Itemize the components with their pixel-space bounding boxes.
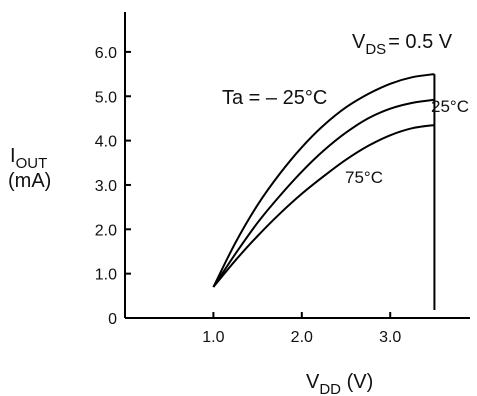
series-label-minus25: Ta = – 25°C — [222, 87, 327, 109]
series-layer — [212, 73, 435, 288]
y-tick-label: 1.0 — [95, 267, 117, 284]
series-line-1 — [212, 98, 435, 288]
x-tick-label: 2.0 — [291, 329, 313, 346]
series-line-2 — [212, 124, 435, 288]
condition-label: VDS = 0.5 V — [352, 31, 453, 58]
x-ticks: 1.0 2.0 3.0 — [202, 312, 401, 346]
y-tick-label: 4.0 — [95, 134, 117, 151]
x-tick-label: 3.0 — [379, 329, 401, 346]
y-axis-unit: (mA) — [8, 170, 51, 192]
y-ticks: 0 1.0 2.0 3.0 4.0 5.0 6.0 — [95, 45, 131, 328]
y-tick-label: 0 — [108, 311, 117, 328]
series-label-75: 75°C — [345, 168, 383, 187]
y-tick-label: 3.0 — [95, 178, 117, 195]
series-label-25: 25°C — [431, 97, 469, 116]
y-tick-label: 6.0 — [95, 45, 117, 62]
axes — [124, 12, 470, 319]
y-tick-label: 5.0 — [95, 89, 117, 106]
y-tick-label: 2.0 — [95, 222, 117, 239]
y-axis-title: IOUT — [10, 145, 47, 172]
series-line-0 — [212, 73, 435, 288]
x-tick-label: 1.0 — [202, 329, 224, 346]
x-axis-title: VDD (V) — [306, 371, 373, 396]
